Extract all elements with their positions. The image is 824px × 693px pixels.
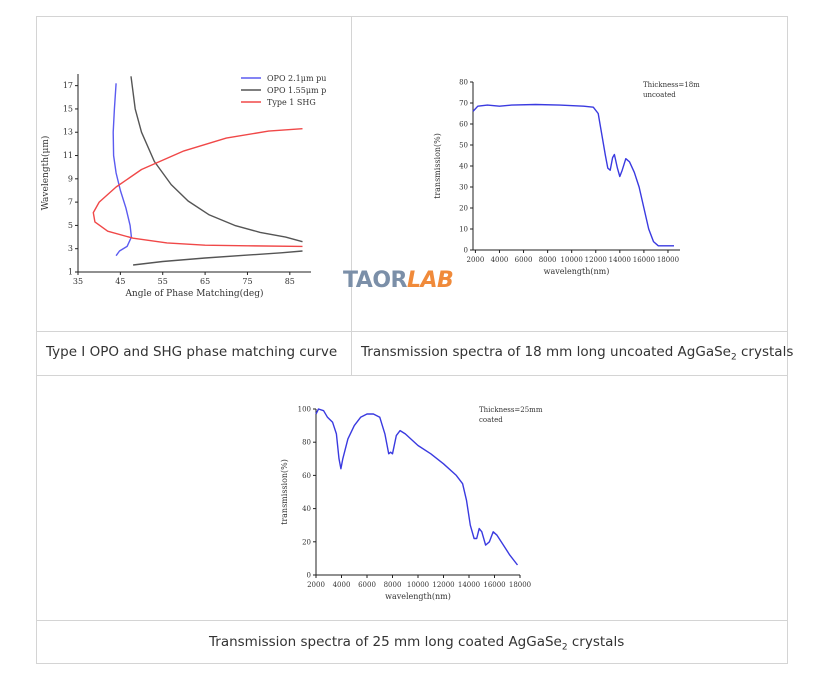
x-tick-label: 45 [115,277,125,286]
caption-text: Transmission spectra of 18 mm long uncoa… [361,344,731,360]
y-tick-label: 3 [68,244,73,253]
x-axis-label: wavelength(nm) [544,267,610,276]
annotation-text: uncoated [643,91,676,99]
x-tick-label: 4000 [333,581,351,589]
y-axis-label: transmission(%) [433,133,442,199]
annotation-text: coated [479,416,503,424]
y-tick-label: 80 [302,439,311,447]
x-tick-label: 16000 [483,581,505,589]
series-line [133,250,303,266]
table-frame [36,16,788,664]
x-tick-label: 8000 [539,256,557,264]
y-tick-label: 0 [307,572,311,580]
y-tick-label: 100 [298,406,311,414]
logo-text-taor: TAOR [343,268,407,293]
table-divider [36,331,788,332]
legend-label: OPO 2.1μm pump [267,74,326,83]
caption-subscript: 2 [730,352,737,363]
series-line [130,76,303,243]
caption-subscript: 2 [561,642,568,653]
x-tick-label: 12000 [432,581,454,589]
table-divider [36,375,788,376]
y-tick-label: 60 [302,472,311,480]
x-tick-label: 12000 [585,256,607,264]
table-divider [351,16,352,376]
x-axis-label: wavelength(nm) [385,592,451,601]
series-line [112,83,133,257]
caption-text: Transmission spectra of 25 mm long coate… [209,634,562,650]
series-line [315,408,519,566]
x-tick-label: 2000 [307,581,325,589]
y-tick-label: 50 [459,142,468,150]
caption-text: crystals [567,634,625,650]
y-tick-label: 10 [459,226,468,234]
y-tick-label: 30 [459,184,468,192]
x-tick-label: 8000 [384,581,402,589]
x-tick-label: 18000 [509,581,531,589]
x-tick-label: 16000 [633,256,655,264]
legend-label: OPO 1.55μm pump [267,86,326,95]
caption-uncoated-spectrum: Transmission spectra of 18 mm long uncoa… [361,344,793,363]
y-tick-label: 11 [63,151,73,160]
y-tick-label: 40 [302,505,311,513]
x-tick-label: 75 [242,277,252,286]
y-tick-label: 17 [63,81,73,90]
x-tick-label: 14000 [609,256,631,264]
y-tick-label: 1 [68,268,73,277]
y-tick-label: 0 [464,247,468,255]
caption-text: crystals [736,344,794,360]
caption-coated-spectrum: Transmission spectra of 25 mm long coate… [209,634,624,653]
series-line [92,128,303,248]
x-tick-label: 14000 [458,581,480,589]
y-tick-label: 15 [63,104,73,113]
x-tick-label: 85 [285,277,295,286]
y-tick-label: 7 [68,198,73,207]
caption-phase-matching: Type Ⅰ OPO and SHG phase matching curve [46,344,338,360]
x-tick-label: 65 [200,277,210,286]
y-tick-label: 20 [302,538,311,546]
x-tick-label: 2000 [466,256,484,264]
taorlab-watermark-logo: TAORLAB [343,268,454,293]
x-axis-label: Angle of Phase Matching(deg) [124,288,263,299]
legend-label: Type 1 SHG [267,98,316,107]
x-tick-label: 18000 [657,256,679,264]
x-tick-label: 4000 [491,256,509,264]
x-tick-label: 35 [73,277,83,286]
y-tick-label: 13 [63,128,73,137]
x-tick-label: 55 [158,277,168,286]
y-tick-label: 70 [459,100,468,108]
y-axis-label: Wavelength(μm) [40,136,51,211]
uncoated-transmission-chart: 2000 4000 6000 8000 10000 12000 14000 16000 1800… [433,79,700,277]
series-line [472,103,674,247]
y-tick-label: 80 [459,79,468,87]
y-tick-label: 60 [459,121,468,129]
y-tick-label: 40 [459,163,468,171]
x-tick-label: 10000 [407,581,429,589]
x-tick-label: 6000 [515,256,533,264]
x-tick-label: 10000 [561,256,583,264]
logo-text-lab: LAB [406,268,454,293]
coated-transmission-chart: 2000 4000 6000 8000 10000 12000 14000 16000 1800… [280,406,543,602]
table-divider [36,620,788,621]
y-tick-label: 9 [68,174,73,183]
y-tick-label: 5 [68,221,73,230]
y-axis-label: transmission(%) [280,459,289,525]
x-tick-label: 6000 [358,581,376,589]
annotation-text: Thickness=25mm [479,406,543,414]
y-tick-label: 20 [459,205,468,213]
